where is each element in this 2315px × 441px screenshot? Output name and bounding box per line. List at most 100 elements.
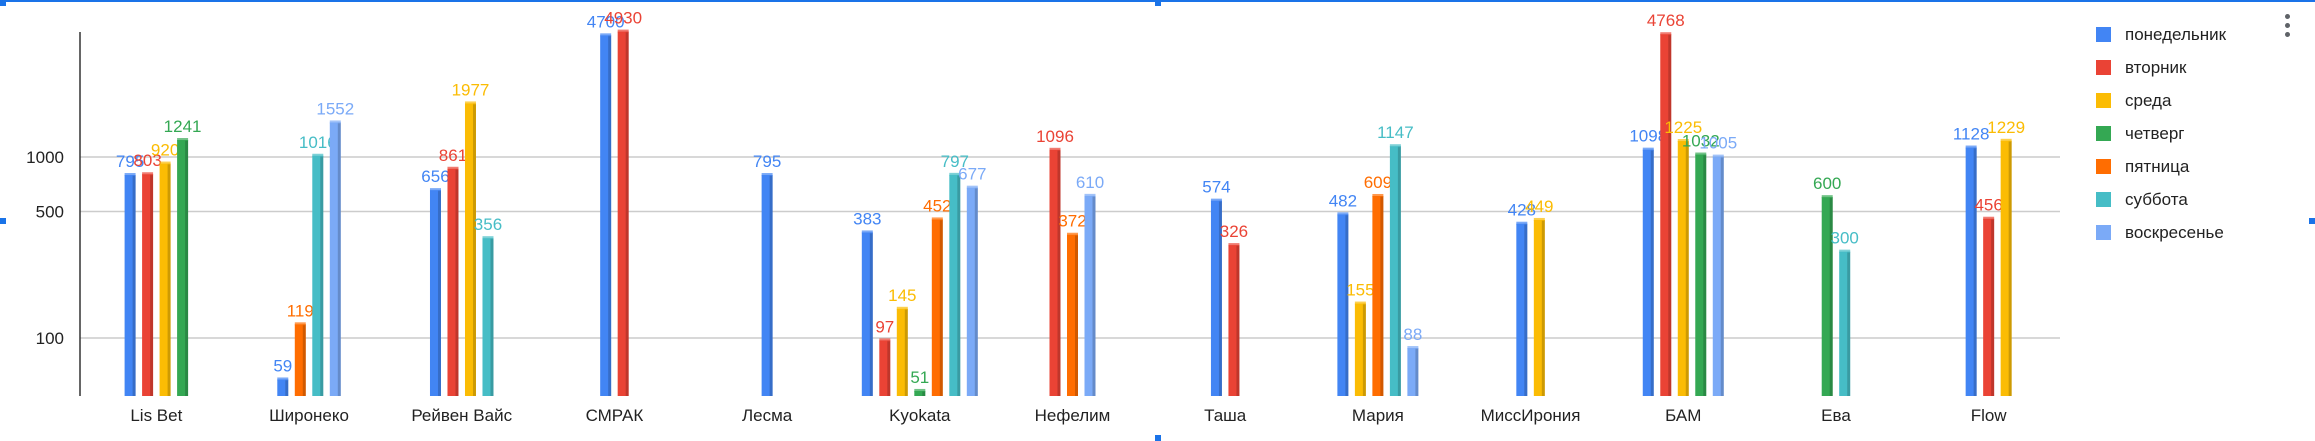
x-tick-label: БАМ [1665, 406, 1701, 425]
bar-top [429, 188, 441, 192]
bar-top [1084, 193, 1096, 197]
bar-top [177, 138, 189, 142]
bar-top [1337, 212, 1349, 216]
bar [159, 163, 171, 396]
data-label: 803 [133, 151, 161, 170]
resize-handle-right-middle[interactable] [2309, 218, 2315, 224]
bar [914, 390, 926, 396]
bar-top [1049, 147, 1061, 151]
bar-top [482, 236, 494, 240]
bar-shade [904, 308, 908, 396]
bar-shade [769, 175, 773, 396]
bar-shade [302, 324, 306, 396]
data-label: 4700 [587, 12, 625, 31]
bar [1965, 147, 1977, 396]
legend-label: вторник [2125, 57, 2187, 77]
legend-swatch [2096, 60, 2111, 75]
bar-top [1695, 152, 1707, 156]
data-label: 383 [853, 209, 881, 228]
legend-label: понедельник [2125, 24, 2227, 44]
resize-handle-bottom-middle[interactable] [1155, 435, 1161, 441]
legend-item-sunday[interactable]: воскресенье [2096, 216, 2226, 249]
bar-shade [887, 340, 891, 396]
legend-swatch [2096, 93, 2111, 108]
bar [1983, 218, 1995, 396]
data-label: 920 [151, 141, 179, 160]
bar [177, 140, 189, 396]
data-label: 119 [287, 301, 314, 320]
bar-top [277, 377, 289, 381]
bar-top [2000, 138, 2012, 142]
bar-shade [1973, 147, 1977, 396]
legend-item-friday[interactable]: пятница [2096, 150, 2226, 183]
data-label: 610 [1076, 173, 1104, 192]
data-label: 1977 [452, 80, 490, 99]
bar [1049, 149, 1061, 396]
x-tick-label: МиссИрония [1481, 406, 1581, 425]
bar-top [761, 173, 773, 177]
bar-top [1516, 221, 1528, 225]
legend-item-monday[interactable]: понедельник [2096, 18, 2226, 51]
bar-top [949, 172, 961, 176]
bar [142, 174, 154, 396]
legend-item-wednesday[interactable]: среда [2096, 84, 2226, 117]
bar [294, 324, 306, 396]
data-label: 300 [1831, 229, 1859, 248]
bar-shade [1541, 219, 1545, 396]
legend-item-tuesday[interactable]: вторник [2096, 51, 2226, 84]
bar-shade [1991, 218, 1995, 396]
legend-item-thursday[interactable]: четверг [2096, 117, 2226, 150]
bar-shade [1720, 156, 1724, 396]
bar [1228, 245, 1240, 396]
bar-shade [455, 168, 459, 396]
bar-shade [1362, 303, 1366, 396]
bar-top [159, 161, 171, 165]
data-label: 51 [910, 368, 929, 387]
y-tick-label: 100 [36, 329, 64, 348]
resize-handle-top-middle[interactable] [1155, 0, 1161, 6]
legend: понедельник вторник среда четверг пятниц… [2096, 18, 2226, 249]
bar-shade [957, 174, 961, 396]
bar [447, 168, 459, 396]
bar [861, 232, 873, 396]
bar-top [1839, 249, 1851, 253]
legend-label: воскресенье [2125, 222, 2224, 242]
bar-shade [939, 219, 943, 396]
bar-top [896, 306, 908, 310]
bar-shade [1703, 154, 1707, 396]
data-label: 1128 [1953, 125, 1990, 144]
bar-shade [625, 31, 629, 397]
data-label: 456 [1974, 196, 2002, 215]
bar-top [861, 230, 873, 234]
bar-shade [1092, 195, 1096, 396]
legend-label: пятница [2125, 156, 2190, 176]
bar-shade [285, 379, 289, 396]
bar-top [1965, 145, 1977, 149]
x-tick-label: Широнеко [269, 406, 349, 425]
bar-top [124, 173, 136, 177]
bar-top [1372, 193, 1384, 197]
resize-handle-left-middle[interactable] [0, 218, 6, 224]
bar-shade [1057, 149, 1061, 396]
bar-shade [1650, 149, 1654, 396]
bar [1821, 197, 1833, 396]
data-label: 97 [875, 317, 894, 336]
resize-handle-top-left[interactable] [0, 0, 6, 6]
bar-top [966, 185, 978, 189]
bar [949, 174, 961, 396]
data-label: 356 [474, 215, 502, 234]
data-label: 574 [1202, 178, 1230, 197]
data-label: 1147 [1377, 123, 1414, 142]
bar-top [447, 166, 459, 170]
bar [1695, 154, 1707, 396]
legend-item-saturday[interactable]: суббота [2096, 183, 2226, 216]
x-tick-label: Лесма [742, 406, 793, 425]
x-tick-label: СМРАК [586, 406, 644, 425]
more-options-icon[interactable] [2282, 14, 2292, 44]
bar [329, 122, 341, 396]
data-label: 145 [888, 286, 916, 305]
bar-top [1821, 195, 1833, 199]
data-label: 449 [1525, 197, 1553, 216]
data-label: 1225 [1664, 118, 1702, 137]
